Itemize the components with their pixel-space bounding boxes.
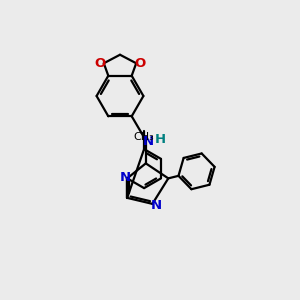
- Text: N: N: [150, 199, 162, 212]
- Text: N: N: [142, 135, 154, 148]
- Text: N: N: [120, 171, 131, 184]
- Text: H: H: [155, 133, 166, 146]
- Text: O: O: [94, 57, 106, 70]
- Text: CH₃: CH₃: [133, 132, 154, 142]
- Text: O: O: [134, 57, 146, 70]
